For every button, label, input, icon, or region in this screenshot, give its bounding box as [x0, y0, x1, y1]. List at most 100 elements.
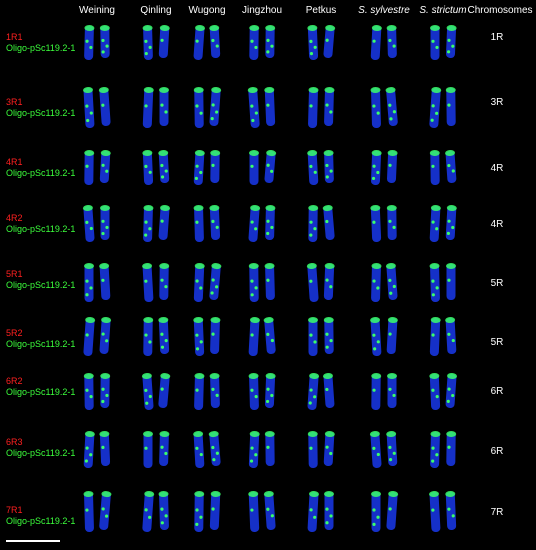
hybridization-signal — [372, 522, 376, 527]
chromosome-body — [386, 88, 398, 126]
chromosome — [142, 263, 154, 303]
chromosome-body — [264, 492, 276, 530]
chromosome-body — [159, 88, 169, 126]
chromosome-body — [99, 150, 111, 184]
chromosome — [193, 317, 205, 357]
chromosome — [387, 373, 397, 408]
hybridization-signal — [160, 332, 164, 336]
hybridization-signal — [313, 340, 317, 344]
telomere-signal — [388, 491, 399, 498]
hybridization-signal — [329, 339, 333, 343]
telomere-signal — [446, 25, 457, 32]
chromosome — [248, 431, 260, 469]
chromosome — [370, 205, 382, 243]
column-header-s-strictum: S. strictum — [419, 5, 467, 16]
hybridization-signal — [160, 175, 165, 179]
hybridization-signal — [309, 39, 313, 43]
telomere-signal — [193, 87, 204, 94]
chromosome — [193, 263, 205, 303]
telomere-signal — [142, 263, 153, 270]
probe-label: Oligo-pSc119.2-1 — [6, 387, 76, 397]
chromosome-body — [323, 206, 335, 240]
telomere-signal — [431, 87, 442, 94]
chromosome — [445, 373, 458, 409]
row-label: 3R1 Oligo-pSc119.2-1 — [6, 97, 75, 119]
hybridization-signal — [210, 291, 214, 295]
hybridization-signal — [148, 515, 152, 519]
telomere-signal — [159, 263, 170, 270]
hybridization-signal — [270, 169, 274, 173]
chromosome-body — [324, 87, 334, 127]
chromosome-body — [446, 431, 456, 467]
hybridization-signal — [371, 176, 376, 181]
chromosome-body — [158, 205, 170, 241]
hybridization-signal — [376, 340, 380, 344]
probe-label: Oligo-pSc119.2-1 — [6, 108, 76, 118]
chromosome-body — [84, 150, 94, 186]
hybridization-signal — [144, 388, 148, 392]
telomere-signal — [85, 317, 96, 324]
chromosome — [142, 25, 153, 61]
chromosome-body — [249, 263, 259, 303]
hybridization-signal — [329, 285, 333, 289]
chromosome — [193, 431, 205, 469]
hybridization-signal — [144, 279, 148, 283]
chromosome-body — [264, 318, 276, 354]
telomere-signal — [142, 25, 153, 32]
row-label: 1R1 Oligo-pSc119.2-1 — [6, 32, 75, 54]
hybridization-signal — [431, 459, 435, 463]
chromosome-body — [100, 25, 110, 59]
chromosome-body — [99, 492, 111, 530]
telomere-signal — [264, 263, 275, 270]
hybridization-signal — [265, 399, 270, 404]
chromosome — [429, 263, 440, 303]
chromosome-label: 4R — [490, 219, 504, 230]
hybridization-signal — [430, 118, 434, 122]
chromosome-body — [308, 318, 318, 356]
chromosome-body — [265, 25, 275, 59]
hybridization-signal — [101, 399, 105, 404]
telomere-signal — [101, 317, 112, 324]
hybridization-signal — [325, 219, 329, 224]
chromosome — [159, 431, 170, 467]
hybridization-signal — [195, 39, 199, 43]
chromosome — [322, 205, 335, 240]
chromosome — [100, 373, 111, 409]
telomere-signal — [83, 373, 94, 380]
chromosome-body — [445, 491, 457, 531]
chromosome-body — [209, 491, 221, 531]
telomere-signal — [100, 205, 110, 211]
chromosome-body — [248, 491, 260, 533]
hybridization-signal — [446, 231, 451, 236]
telomere-signal — [322, 205, 333, 212]
chromosome-body — [386, 431, 398, 467]
chromosome — [248, 263, 259, 303]
chromosome-body — [324, 150, 334, 184]
chromosome-label: 7R — [490, 507, 504, 518]
chromosome — [429, 150, 440, 186]
hybridization-signal — [85, 104, 89, 108]
hybridization-signal — [325, 38, 329, 42]
chromosome-body — [194, 491, 204, 533]
chromosome — [194, 491, 205, 533]
chromosome — [430, 25, 440, 60]
hybridization-signal — [199, 340, 203, 344]
chromosome-body — [210, 317, 220, 355]
chromosome-body — [194, 87, 204, 129]
hybridization-signal — [195, 347, 200, 351]
chromosome-body — [323, 26, 335, 58]
hybridization-signal — [85, 293, 89, 297]
chromosome — [82, 205, 95, 243]
chromosome-body — [324, 492, 334, 530]
chromosome-body — [83, 318, 95, 356]
hybridization-signal — [254, 286, 258, 290]
chromosome — [323, 263, 335, 301]
telomere-signal — [193, 205, 204, 212]
chromosome — [193, 87, 204, 129]
chromosome — [370, 87, 381, 129]
hybridization-signal — [160, 219, 164, 223]
telomere-signal — [84, 263, 94, 269]
hybridization-signal — [254, 227, 258, 231]
chromosome-body — [429, 373, 441, 411]
telomere-signal — [386, 205, 397, 212]
